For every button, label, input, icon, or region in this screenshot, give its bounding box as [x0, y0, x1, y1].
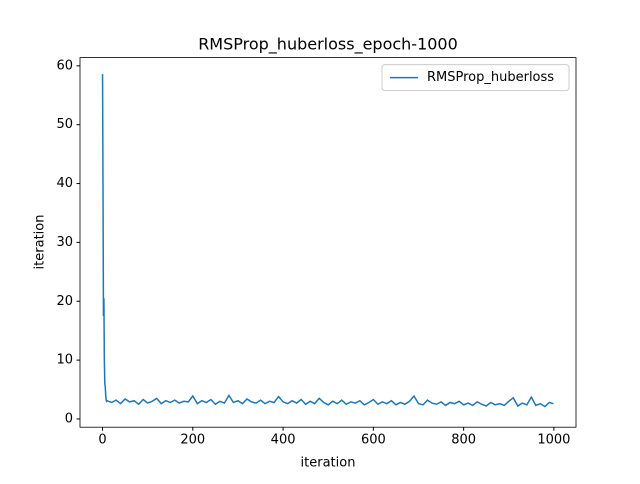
y-tick-label: 30 [56, 235, 73, 250]
y-tick-label: 40 [56, 176, 73, 191]
y-tick-label: 20 [56, 294, 73, 309]
x-tick-label: 600 [361, 433, 386, 448]
y-tick-label: 0 [65, 411, 73, 426]
legend-box [381, 64, 570, 92]
line [101, 74, 554, 408]
x-tick-label: 1000 [537, 433, 570, 448]
legend-label: RMSProp_huberloss [427, 70, 554, 85]
y-tick-label: 60 [56, 58, 73, 73]
axes-frame [79, 57, 577, 428]
x-tick-label: 800 [451, 433, 476, 448]
y-tick-label: 50 [56, 117, 73, 132]
y-tick-label: 10 [56, 353, 73, 368]
x-tick-label: 400 [271, 433, 296, 448]
y-axis-label: iteration [33, 215, 48, 270]
x-tick-label: 0 [98, 433, 106, 448]
x-axis-label: iteration [301, 456, 356, 471]
x-tick-label: 200 [180, 433, 205, 448]
chart-title: RMSProp_huberloss_epoch-1000 [198, 35, 458, 55]
